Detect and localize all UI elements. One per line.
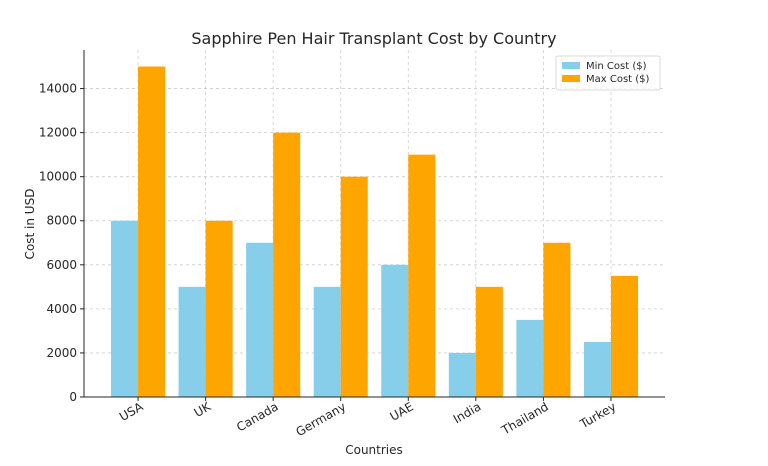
bars [111, 66, 638, 398]
x-tick-label-turkey: Turkey [577, 399, 619, 431]
legend-label-max: Max Cost ($) [586, 74, 650, 85]
x-tick-label-thailand: Thailand [498, 399, 551, 437]
axes [83, 50, 665, 398]
bar-min-germany [313, 286, 341, 397]
legend: Min Cost ($) Max Cost ($) [555, 55, 661, 91]
y-axis-label: Cost in USD [23, 189, 37, 260]
y-tick-label: 4000 [46, 302, 77, 316]
x-tick-labels: USA UK Canada Germany UAE India Thailand Turkey [117, 397, 618, 439]
grid [84, 50, 665, 398]
bar-min-turkey [583, 341, 611, 397]
legend-swatch-min [562, 62, 580, 69]
bar-min-india [448, 352, 476, 397]
bar-min-uk [178, 286, 206, 397]
y-tick-label: 14000 [39, 82, 77, 96]
bar-max-germany [340, 176, 368, 397]
y-tick-label: 8000 [46, 214, 77, 228]
bar-min-thailand [516, 319, 544, 397]
x-tick-label-uk: UK [192, 399, 214, 420]
bar-max-thailand [543, 242, 571, 397]
y-tick-label: 2000 [46, 346, 77, 360]
bar-min-canada [246, 242, 274, 397]
x-tick-label-canada: Canada [234, 399, 281, 434]
y-tick-labels: 0 2000 4000 6000 8000 10000 12000 14000 [39, 82, 84, 404]
bar-max-uk [205, 220, 233, 397]
bar-max-usa [138, 66, 166, 398]
x-tick-label-germany: Germany [293, 399, 348, 439]
x-tick-label-india: India [451, 399, 484, 426]
bar-max-india [475, 286, 503, 397]
x-tick-label-usa: USA [117, 399, 146, 424]
legend-label-min: Min Cost ($) [586, 61, 647, 72]
y-tick-label: 10000 [39, 170, 77, 184]
legend-frame [555, 55, 661, 91]
y-tick-label: 12000 [39, 126, 77, 140]
chart-title: Sapphire Pen Hair Transplant Cost by Cou… [191, 29, 556, 48]
y-tick-label: 6000 [46, 258, 77, 272]
y-tick-label: 0 [69, 390, 77, 404]
x-axis-label: Countries [345, 443, 403, 457]
bar-min-uae [381, 264, 409, 397]
x-tick-label-uae: UAE [387, 399, 415, 423]
bar-min-usa [111, 220, 139, 397]
bar-max-uae [408, 154, 436, 397]
bar-max-canada [273, 132, 301, 397]
legend-swatch-max [562, 75, 580, 82]
bar-max-turkey [610, 275, 638, 397]
